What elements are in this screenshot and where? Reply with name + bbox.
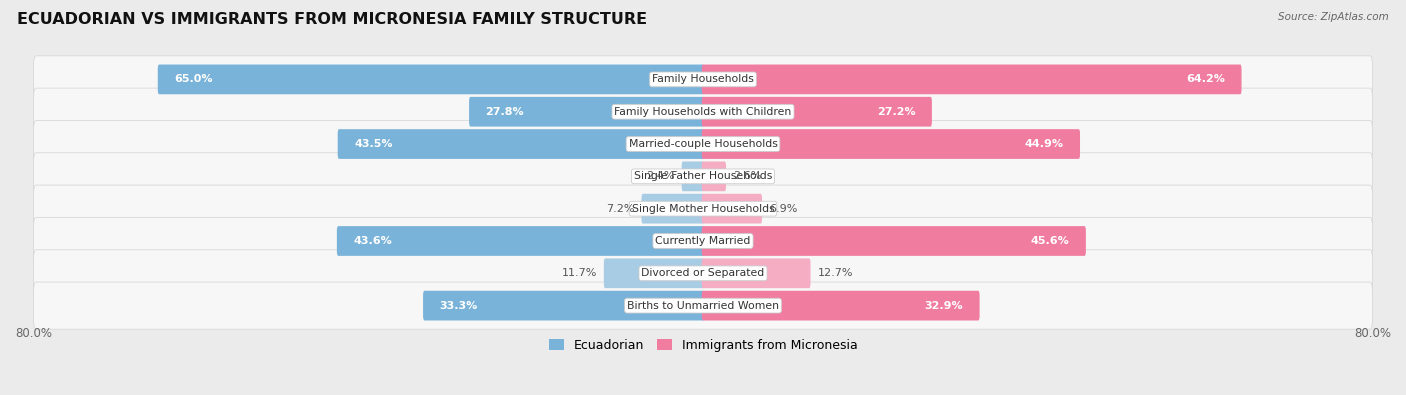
FancyBboxPatch shape: [34, 153, 1372, 200]
FancyBboxPatch shape: [702, 64, 1241, 94]
Text: 7.2%: 7.2%: [606, 204, 634, 214]
Legend: Ecuadorian, Immigrants from Micronesia: Ecuadorian, Immigrants from Micronesia: [544, 334, 862, 357]
Text: 45.6%: 45.6%: [1031, 236, 1070, 246]
FancyBboxPatch shape: [702, 226, 1085, 256]
FancyBboxPatch shape: [682, 162, 704, 191]
FancyBboxPatch shape: [34, 282, 1372, 329]
FancyBboxPatch shape: [641, 194, 704, 224]
Text: 44.9%: 44.9%: [1025, 139, 1064, 149]
FancyBboxPatch shape: [337, 226, 704, 256]
FancyBboxPatch shape: [702, 97, 932, 126]
Text: 43.6%: 43.6%: [353, 236, 392, 246]
Text: 27.2%: 27.2%: [877, 107, 915, 117]
Text: 33.3%: 33.3%: [440, 301, 478, 310]
Text: 2.6%: 2.6%: [733, 171, 762, 181]
Text: 64.2%: 64.2%: [1187, 74, 1225, 85]
Text: 12.7%: 12.7%: [818, 268, 853, 278]
Text: 11.7%: 11.7%: [561, 268, 596, 278]
FancyBboxPatch shape: [702, 258, 810, 288]
Text: 43.5%: 43.5%: [354, 139, 392, 149]
FancyBboxPatch shape: [603, 258, 704, 288]
FancyBboxPatch shape: [470, 97, 704, 126]
FancyBboxPatch shape: [337, 129, 704, 159]
FancyBboxPatch shape: [702, 162, 725, 191]
Text: 6.9%: 6.9%: [769, 204, 797, 214]
FancyBboxPatch shape: [702, 129, 1080, 159]
Text: Married-couple Households: Married-couple Households: [628, 139, 778, 149]
FancyBboxPatch shape: [157, 64, 704, 94]
FancyBboxPatch shape: [34, 250, 1372, 297]
FancyBboxPatch shape: [423, 291, 704, 320]
Text: Single Father Households: Single Father Households: [634, 171, 772, 181]
Text: 65.0%: 65.0%: [174, 74, 212, 85]
FancyBboxPatch shape: [34, 56, 1372, 103]
FancyBboxPatch shape: [34, 120, 1372, 167]
FancyBboxPatch shape: [702, 194, 762, 224]
Text: 32.9%: 32.9%: [925, 301, 963, 310]
FancyBboxPatch shape: [34, 217, 1372, 265]
Text: Divorced or Separated: Divorced or Separated: [641, 268, 765, 278]
Text: 27.8%: 27.8%: [485, 107, 524, 117]
Text: Family Households with Children: Family Households with Children: [614, 107, 792, 117]
FancyBboxPatch shape: [34, 185, 1372, 232]
FancyBboxPatch shape: [34, 88, 1372, 135]
Text: Family Households: Family Households: [652, 74, 754, 85]
Text: Source: ZipAtlas.com: Source: ZipAtlas.com: [1278, 12, 1389, 22]
Text: ECUADORIAN VS IMMIGRANTS FROM MICRONESIA FAMILY STRUCTURE: ECUADORIAN VS IMMIGRANTS FROM MICRONESIA…: [17, 12, 647, 27]
Text: Currently Married: Currently Married: [655, 236, 751, 246]
Text: Single Mother Households: Single Mother Households: [631, 204, 775, 214]
Text: Births to Unmarried Women: Births to Unmarried Women: [627, 301, 779, 310]
Text: 2.4%: 2.4%: [645, 171, 675, 181]
FancyBboxPatch shape: [702, 291, 980, 320]
